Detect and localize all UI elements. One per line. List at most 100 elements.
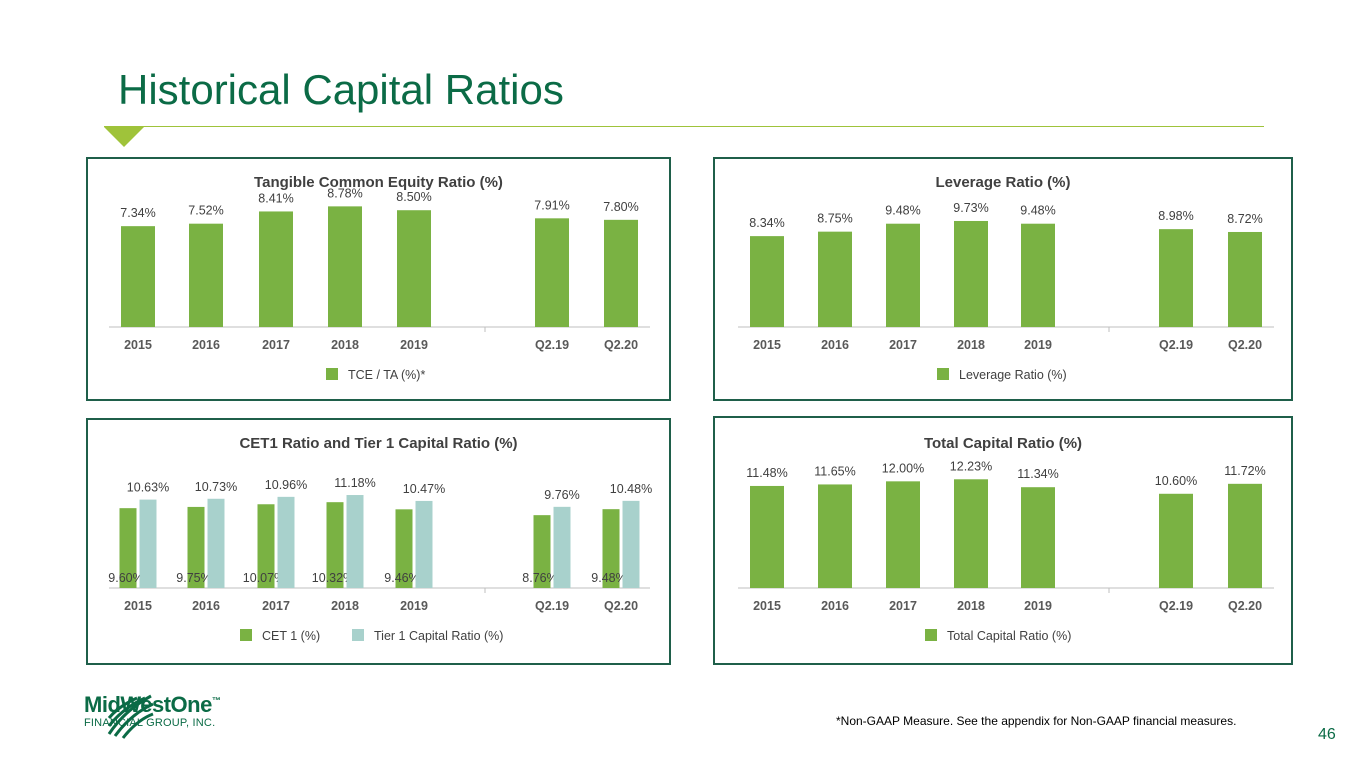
x-tick-label: 2017: [262, 338, 290, 352]
bar: [326, 502, 344, 588]
total-capital-ratio-chart-panel: Total Capital Ratio (%) 11.48% 11.65% 12.00…: [713, 416, 1293, 665]
x-tick-label: 2016: [821, 338, 849, 352]
x-tick-label: 2019: [400, 338, 428, 352]
x-tick-label: 2019: [1024, 599, 1052, 613]
x-tick-label: Q2.19: [535, 599, 569, 613]
midwestone-logo-icon: [107, 694, 154, 739]
data-label: 10.73%: [195, 480, 237, 494]
x-tick-label: 2016: [192, 599, 220, 613]
x-tick-label: 2015: [753, 599, 781, 613]
data-label: 10.60%: [1155, 474, 1197, 488]
tce-ratio-chart-panel: Tangible Common Equity Ratio (%) 7.34% 7.5…: [86, 157, 671, 401]
data-label: 9.75%: [176, 571, 211, 585]
x-tick-label: 2017: [262, 599, 290, 613]
bar: [259, 211, 293, 327]
bar: [1228, 483, 1262, 588]
data-label: 8.72%: [1227, 212, 1262, 226]
bar: [187, 506, 205, 588]
data-label: 11.48%: [746, 466, 787, 480]
data-label: 11.18%: [334, 476, 375, 490]
bar: [139, 499, 157, 588]
legend-swatch: [326, 368, 338, 380]
data-label: 7.52%: [188, 204, 223, 218]
bar: [1159, 229, 1193, 327]
footnote: *Non-GAAP Measure. See the appendix for …: [836, 714, 1237, 728]
legend-swatch: [937, 368, 949, 380]
x-tick-label: 2018: [957, 599, 985, 613]
data-label: 12.23%: [950, 459, 992, 473]
legend-label: Tier 1 Capital Ratio (%): [374, 629, 503, 643]
logo-name: MidWestOne™: [84, 692, 221, 717]
bar: [535, 218, 569, 327]
chart-title: CET1 Ratio and Tier 1 Capital Ratio (%): [239, 435, 517, 452]
data-label: 10.07%: [243, 571, 285, 585]
chart-title: Tangible Common Equity Ratio (%): [254, 174, 503, 191]
data-label: 10.63%: [127, 481, 169, 495]
x-tick-label: Q2.19: [535, 338, 569, 352]
data-label: 10.47%: [403, 482, 445, 496]
data-label: 9.73%: [953, 201, 988, 215]
data-label: 7.80%: [603, 200, 638, 214]
data-label: 11.72%: [1224, 464, 1265, 478]
bar: [1159, 493, 1193, 588]
data-label: 9.48%: [885, 204, 920, 218]
x-tick-label: Q2.20: [604, 338, 638, 352]
data-label: 10.32%: [312, 571, 354, 585]
bar: [954, 220, 988, 327]
bar: [604, 219, 638, 327]
data-label: 9.60%: [108, 571, 143, 585]
legend-swatch: [240, 629, 252, 641]
bar: [954, 479, 988, 588]
bar: [886, 481, 920, 588]
bar: [415, 500, 433, 588]
bar: [533, 515, 551, 588]
title-rule: [104, 126, 1264, 127]
data-label: 7.34%: [120, 206, 155, 220]
x-tick-label: 2017: [889, 599, 917, 613]
chart-title: Leverage Ratio (%): [935, 174, 1070, 191]
bar: [189, 223, 223, 327]
data-label: 8.76%: [522, 571, 557, 585]
chart-svg: CET1 Ratio and Tier 1 Capital Ratio (%) 9…: [108, 435, 652, 643]
x-tick-label: 2019: [1024, 338, 1052, 352]
x-tick-label: Q2.20: [1228, 599, 1262, 613]
bar: [1021, 223, 1055, 327]
cet1-tier1-chart-panel: CET1 Ratio and Tier 1 Capital Ratio (%) 9…: [86, 418, 671, 665]
data-label: 9.48%: [1020, 204, 1055, 218]
data-label: 9.76%: [544, 488, 579, 502]
bar: [397, 210, 431, 327]
legend-label: CET 1 (%): [262, 629, 320, 643]
bar: [277, 496, 295, 588]
legend-swatch: [925, 629, 937, 641]
data-label: 8.34%: [749, 216, 784, 230]
x-tick-label: Q2.19: [1159, 599, 1193, 613]
leverage-ratio-chart-panel: Leverage Ratio (%) 8.34% 8.75% 9.48% 9.73% 9.…: [713, 157, 1293, 401]
bar: [121, 226, 155, 327]
chart-svg: Tangible Common Equity Ratio (%) 7.34% 7.5…: [109, 174, 650, 382]
bar: [1021, 487, 1055, 588]
page-title: Historical Capital Ratios: [118, 66, 564, 113]
data-label: 7.91%: [534, 198, 569, 212]
data-label: 11.34%: [1017, 467, 1058, 481]
logo-subtitle: FINANCIAL GROUP, INC.: [84, 717, 216, 729]
x-tick-label: 2019: [400, 599, 428, 613]
x-tick-label: 2015: [124, 338, 152, 352]
legend-label: TCE / TA (%)*: [348, 368, 425, 382]
bar: [622, 500, 640, 588]
chart-title: Total Capital Ratio (%): [924, 435, 1082, 452]
bar: [750, 236, 784, 327]
data-label: 8.41%: [258, 191, 293, 205]
data-label: 12.00%: [882, 461, 924, 475]
data-label: 8.75%: [817, 212, 852, 226]
legend-label: Leverage Ratio (%): [959, 368, 1067, 382]
x-tick-label: 2015: [124, 599, 152, 613]
x-tick-label: 2015: [753, 338, 781, 352]
x-tick-label: 2018: [957, 338, 985, 352]
title-notch: [104, 127, 144, 147]
x-tick-label: Q2.19: [1159, 338, 1193, 352]
x-tick-label: 2016: [192, 338, 220, 352]
bar: [818, 231, 852, 327]
page-number: 46: [1318, 726, 1336, 743]
data-label: 8.78%: [327, 186, 362, 200]
legend-swatch: [352, 629, 364, 641]
